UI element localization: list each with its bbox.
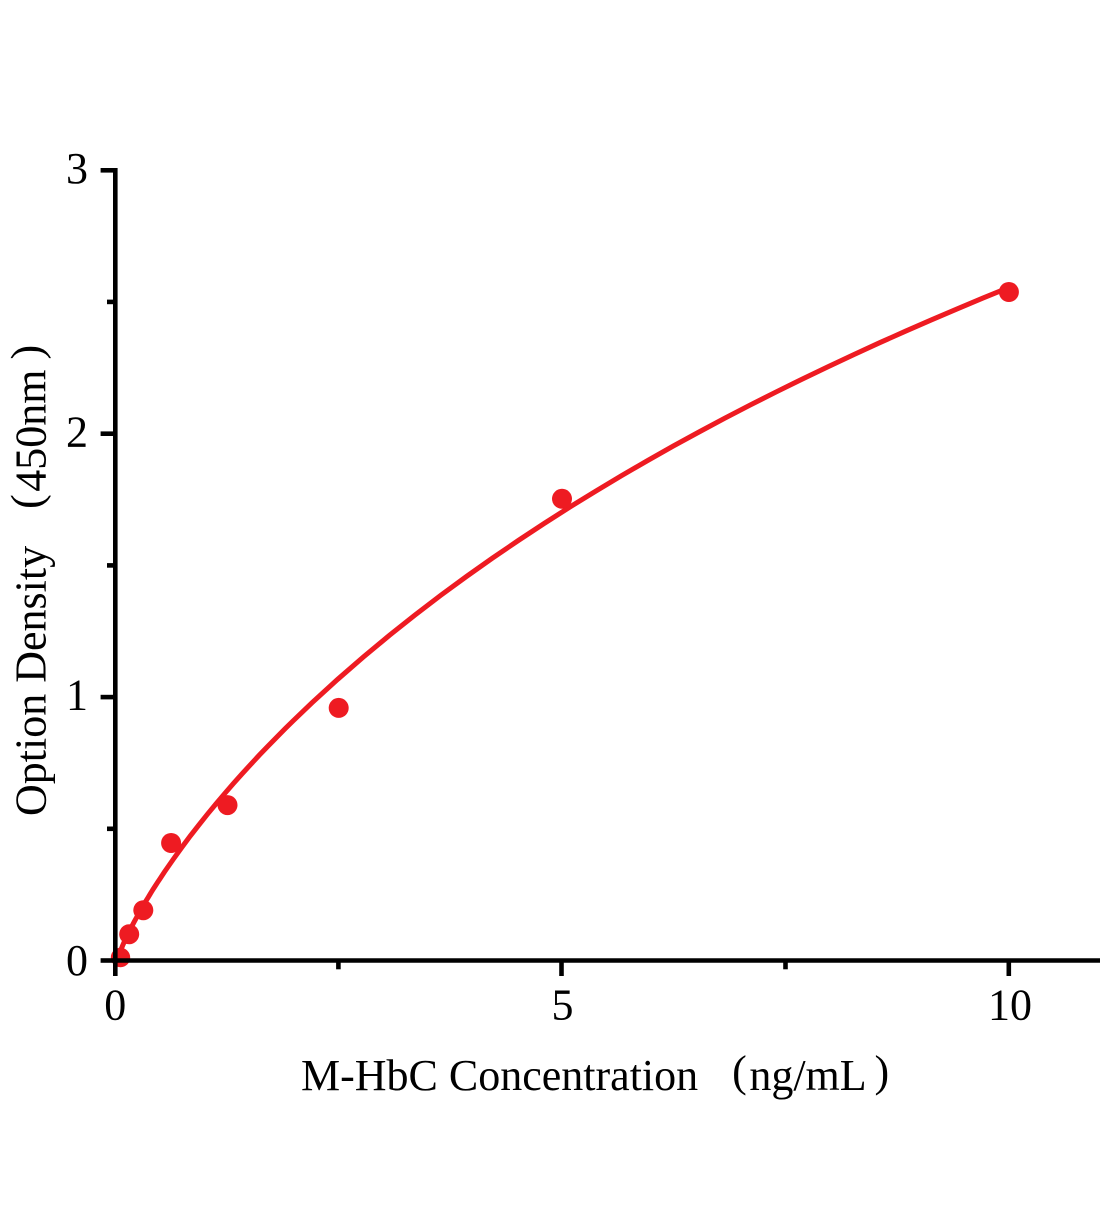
svg-text:3: 3 (66, 144, 88, 193)
svg-text:10: 10 (988, 981, 1032, 1030)
svg-text:2: 2 (66, 407, 88, 456)
svg-text:Option Density(450nm): Option Density(450nm) (3, 345, 56, 816)
svg-text:5: 5 (552, 981, 574, 1030)
svg-text:0: 0 (66, 936, 88, 985)
svg-text:M-HbC Concentration(ng/mL): M-HbC Concentration (ng/mL) (301, 1047, 889, 1100)
svg-text:0: 0 (104, 981, 126, 1030)
svg-text:1: 1 (66, 671, 88, 720)
